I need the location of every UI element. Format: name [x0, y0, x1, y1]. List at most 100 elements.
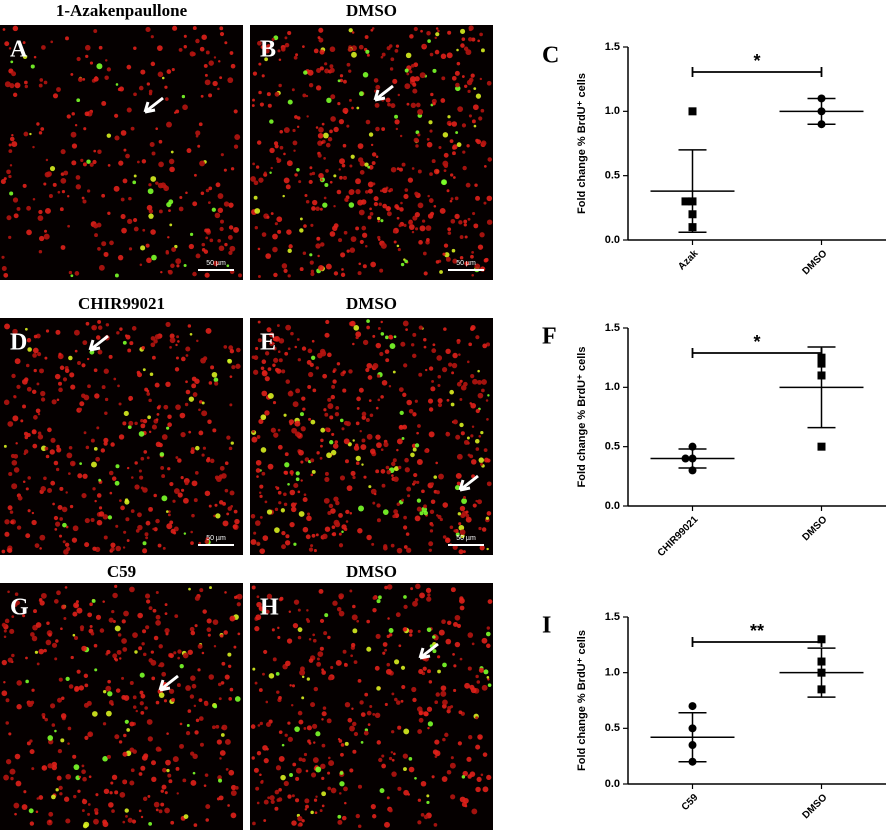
red-cell — [60, 627, 63, 631]
red-cell — [161, 671, 167, 677]
red-cell — [118, 434, 125, 440]
red-cell — [356, 619, 360, 623]
green-cell — [192, 771, 196, 775]
red-cell — [357, 824, 362, 828]
red-cell — [323, 157, 326, 160]
red-cell — [386, 634, 390, 639]
red-cell — [99, 628, 105, 633]
green-cell — [65, 676, 70, 682]
red-cell — [347, 717, 353, 723]
red-cell — [53, 460, 59, 466]
red-cell — [276, 798, 281, 802]
red-cell — [352, 604, 356, 609]
green-cell — [123, 410, 129, 417]
red-cell — [325, 169, 329, 173]
red-cell — [109, 240, 114, 246]
red-cell — [119, 327, 123, 331]
red-cell — [436, 355, 443, 361]
green-cell — [275, 672, 280, 676]
red-cell — [169, 346, 172, 349]
red-cell — [192, 392, 198, 397]
red-cell — [64, 368, 70, 374]
green-cell — [433, 475, 438, 479]
red-cell — [250, 513, 256, 519]
red-cell — [446, 52, 453, 59]
red-cell — [447, 231, 452, 235]
red-cell — [255, 786, 260, 791]
green-cell — [10, 60, 14, 64]
red-cell — [285, 379, 290, 384]
red-cell — [30, 632, 35, 637]
red-cell — [346, 485, 353, 492]
red-cell — [31, 511, 35, 515]
green-cell — [179, 664, 184, 669]
red-cell — [234, 785, 239, 790]
red-cell — [393, 752, 396, 756]
red-cell — [215, 476, 222, 483]
green-cell — [399, 410, 404, 416]
red-cell — [70, 384, 76, 390]
red-cell — [381, 483, 386, 488]
red-cell — [312, 757, 319, 763]
red-cell — [13, 467, 20, 473]
red-cell — [403, 223, 407, 227]
red-cell — [12, 92, 18, 97]
red-cell — [422, 666, 427, 671]
red-cell — [292, 762, 297, 767]
red-cell — [280, 47, 286, 52]
green-cell — [132, 180, 137, 185]
red-cell — [257, 247, 261, 251]
red-cell — [9, 83, 15, 89]
red-cell — [422, 44, 426, 48]
red-cell — [63, 170, 69, 176]
red-cell — [322, 706, 327, 710]
red-cell — [372, 501, 376, 505]
red-cell — [393, 240, 397, 244]
red-cell — [321, 711, 327, 717]
red-cell — [233, 109, 238, 114]
red-cell — [465, 49, 472, 56]
red-cell — [339, 175, 343, 180]
red-cell — [69, 460, 76, 467]
red-cell — [69, 504, 74, 509]
red-cell — [261, 390, 268, 397]
red-cell — [185, 191, 188, 194]
arrow — [418, 642, 439, 660]
red-cell — [33, 415, 38, 420]
red-cell — [470, 73, 475, 78]
red-cell — [324, 476, 330, 483]
red-cell — [456, 453, 463, 460]
red-cell — [277, 229, 282, 234]
red-cell — [381, 754, 385, 758]
red-cell — [152, 608, 157, 613]
green-cell — [284, 462, 290, 468]
data-point — [688, 107, 697, 116]
red-cell — [443, 327, 447, 331]
red-cell — [257, 320, 261, 324]
red-cell — [449, 199, 453, 203]
red-cell — [479, 462, 483, 466]
red-cell — [47, 427, 52, 433]
red-cell — [301, 396, 306, 401]
red-cell — [319, 809, 323, 813]
green-cell — [281, 743, 285, 747]
red-cell — [447, 705, 452, 711]
red-cell — [458, 353, 461, 356]
red-cell — [487, 678, 490, 681]
green-cell — [401, 437, 405, 440]
red-cell — [82, 78, 86, 81]
red-cell — [41, 45, 46, 50]
green-cell — [394, 659, 400, 665]
green-cell — [404, 259, 408, 264]
red-cell — [168, 209, 171, 213]
red-cell — [229, 375, 233, 379]
red-cell — [181, 488, 185, 492]
red-cell — [326, 718, 332, 724]
red-cell — [449, 762, 456, 769]
red-cell — [291, 88, 295, 92]
y-tick-label: 0.5 — [605, 722, 620, 734]
red-cell — [390, 57, 395, 62]
red-cell — [276, 324, 280, 327]
red-cell — [401, 162, 406, 167]
red-cell — [312, 199, 318, 206]
